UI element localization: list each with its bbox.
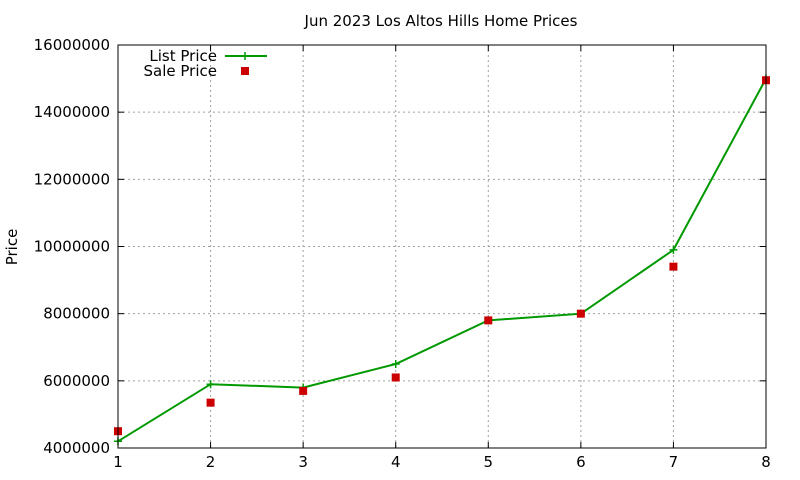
- legend-label-sale-price: Sale Price: [144, 62, 217, 80]
- series-line-list-price: [117, 78, 767, 443]
- x-tick-label: 1: [113, 453, 123, 471]
- x-tick-label: 6: [576, 453, 586, 471]
- y-tick-label: 10000000: [34, 238, 110, 256]
- y-tick-label: 4000000: [43, 439, 110, 457]
- sale-price-point: [206, 398, 215, 407]
- y-tick-label: 6000000: [43, 372, 110, 390]
- sale-price-point: [669, 262, 678, 271]
- x-tick-label: 5: [484, 453, 494, 471]
- sale-price-point: [391, 373, 400, 382]
- y-tick-label: 16000000: [34, 36, 110, 54]
- y-tick-label: 12000000: [34, 170, 110, 188]
- legend-marker-list-price: [241, 52, 249, 60]
- x-tick-label: 8: [761, 453, 771, 471]
- legend-label-list-price: List Price: [149, 47, 217, 65]
- plot-frame: [117, 44, 767, 449]
- sale-price-point: [576, 309, 585, 318]
- x-tick-label: 4: [391, 453, 401, 471]
- legend-marker-sale-price: [241, 67, 249, 75]
- list-price-point: [391, 360, 400, 369]
- tick-labels: 1 2 3 4 5 6 7 8 4000000 6000000 8000000 10000000 120…: [34, 36, 771, 471]
- legend: List Price Sale Price: [144, 47, 267, 80]
- y-tick-label: 14000000: [34, 103, 110, 121]
- y-axis-label: Price: [3, 229, 21, 266]
- x-tick-label: 2: [206, 453, 216, 471]
- list-price-point: [669, 245, 678, 254]
- series-layer: [114, 74, 770, 446]
- y-tick-label: 8000000: [43, 305, 110, 323]
- sale-price-point: [484, 316, 493, 325]
- x-tick-label: 7: [669, 453, 679, 471]
- x-tick-label: 3: [298, 453, 308, 471]
- sale-price-point: [299, 386, 308, 395]
- chart-title: Jun 2023 Los Altos Hills Home Prices: [304, 12, 578, 30]
- list-price-point: [206, 380, 215, 389]
- grid-lines: [118, 45, 766, 448]
